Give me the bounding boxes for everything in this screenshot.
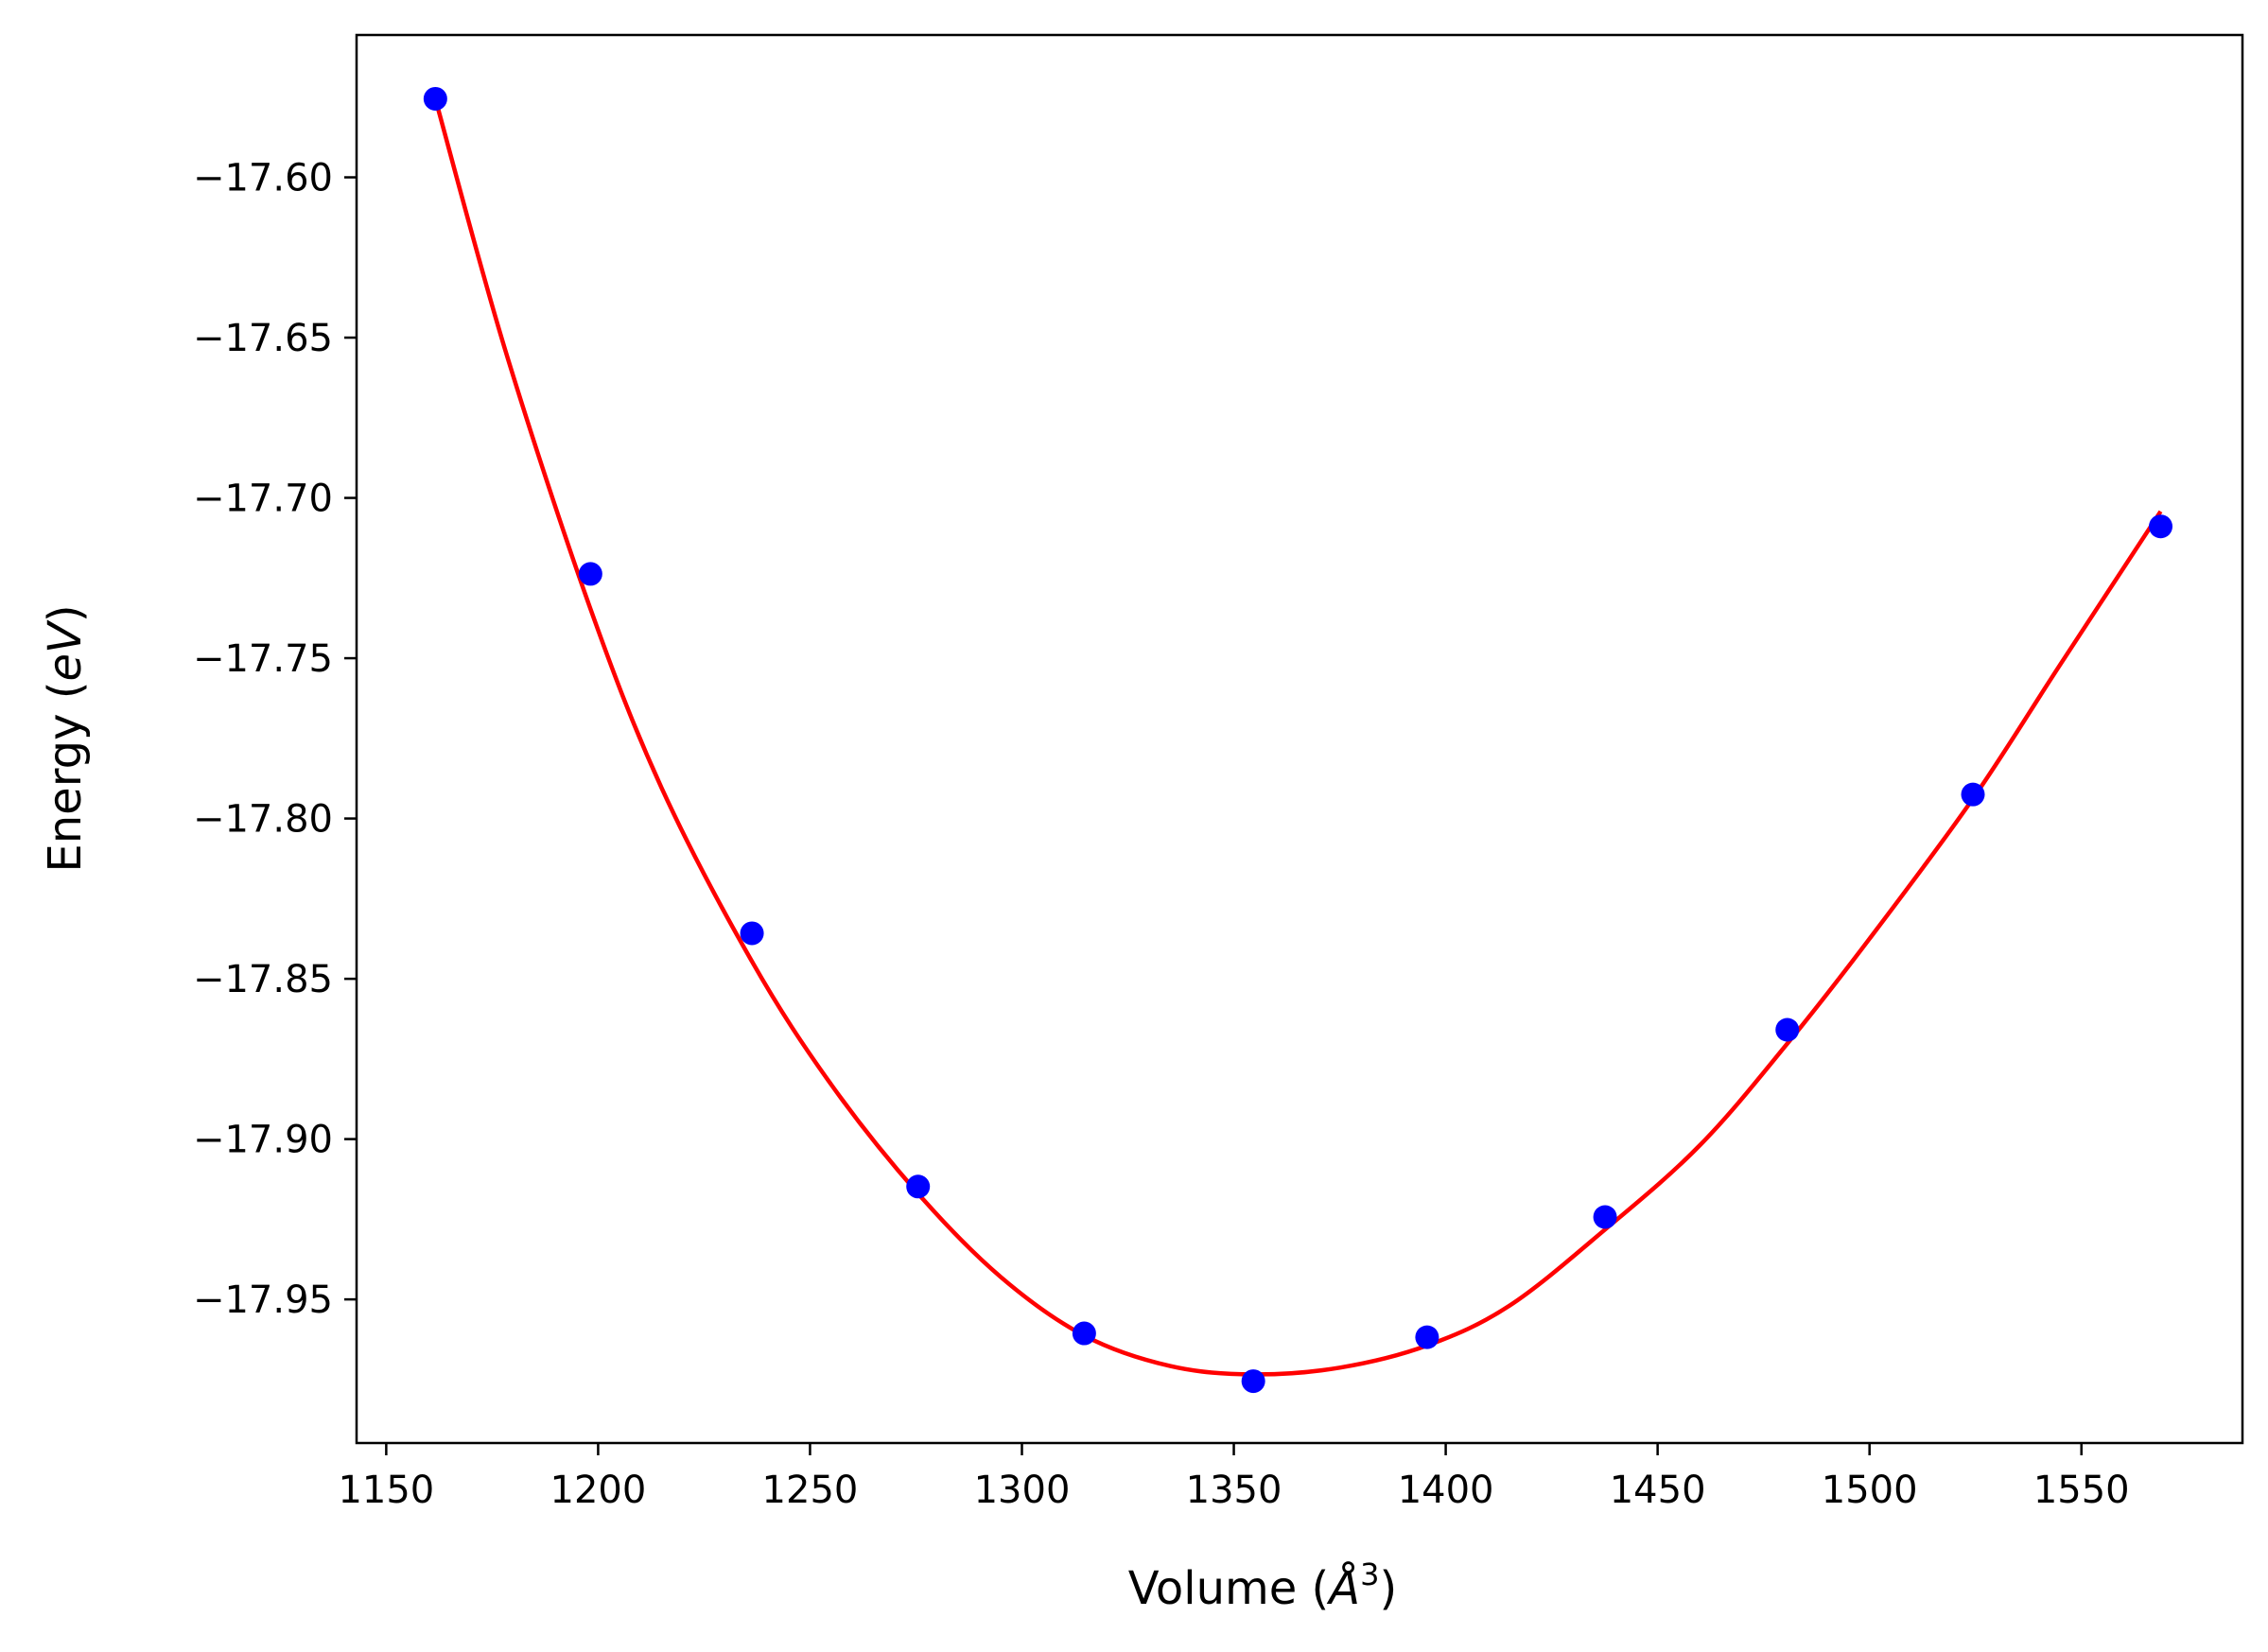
y-axis-label-unit: eV	[39, 619, 92, 682]
y-tick-label: −17.75	[193, 637, 333, 681]
data-point	[1593, 1205, 1617, 1229]
data-point	[906, 1174, 931, 1199]
y-tick-label: −17.60	[193, 157, 333, 200]
data-point	[423, 86, 447, 111]
y-tick-label: −17.95	[193, 1278, 333, 1322]
x-tick-label: 1150	[338, 1469, 434, 1512]
data-point	[1241, 1369, 1265, 1394]
y-tick-label: −17.85	[193, 958, 333, 1001]
x-tick-label: 1450	[1610, 1469, 1706, 1512]
y-axis-label-prefix: Energy (	[39, 682, 92, 873]
x-axis-label-suffix: )	[1379, 1562, 1397, 1615]
data-point	[1775, 1017, 1800, 1042]
plot-area	[423, 86, 2173, 1394]
y-axis-label-suffix: )	[39, 604, 92, 622]
x-axis-label: Volume (Å3)	[1128, 1556, 1397, 1615]
x-tick-label: 1350	[1186, 1469, 1282, 1512]
y-axis-label: Energy (eV)	[39, 604, 92, 872]
x-tick-label: 1300	[974, 1469, 1071, 1512]
x-tick-label: 1400	[1398, 1469, 1494, 1512]
y-tick-label: −17.80	[193, 798, 333, 842]
data-point	[578, 562, 602, 586]
data-point	[1415, 1325, 1439, 1349]
y-tick-label: −17.90	[193, 1119, 333, 1162]
x-tick-label: 1200	[550, 1469, 647, 1512]
data-point	[2149, 514, 2173, 539]
data-point	[1961, 782, 1985, 807]
x-axis-label-exponent: 3	[1360, 1556, 1379, 1592]
axes-frame	[355, 33, 2244, 1445]
y-tick-label: −17.70	[193, 478, 333, 521]
x-tick-label: 1250	[762, 1469, 859, 1512]
fit-curve	[433, 97, 2163, 1377]
x-tick-label: 1500	[1822, 1469, 1918, 1512]
y-axis: −17.60 −17.65 −17.70 −17.75 −17.80 −17.85 −17.…	[193, 157, 357, 1322]
x-axis-label-prefix: Volume (	[1128, 1562, 1330, 1615]
x-axis: 1150 1200 1250 1300 1350 1400 1450 1500 1550	[338, 1443, 2130, 1512]
data-point	[740, 921, 764, 946]
data-point	[1072, 1321, 1096, 1346]
x-axis-label-symbol: Å	[1326, 1561, 1360, 1615]
x-tick-label: 1550	[2033, 1469, 2130, 1512]
y-tick-label: −17.65	[193, 317, 333, 360]
